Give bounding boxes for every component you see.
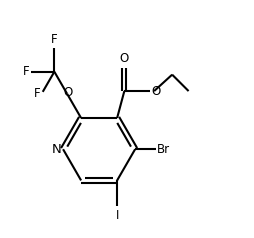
Text: N: N — [52, 143, 61, 156]
Text: O: O — [152, 84, 161, 98]
Text: F: F — [51, 33, 58, 46]
Text: Br: Br — [157, 143, 170, 156]
Text: F: F — [34, 86, 41, 99]
Text: O: O — [120, 52, 129, 65]
Text: I: I — [115, 209, 119, 222]
Text: O: O — [64, 86, 73, 99]
Text: F: F — [23, 65, 29, 78]
